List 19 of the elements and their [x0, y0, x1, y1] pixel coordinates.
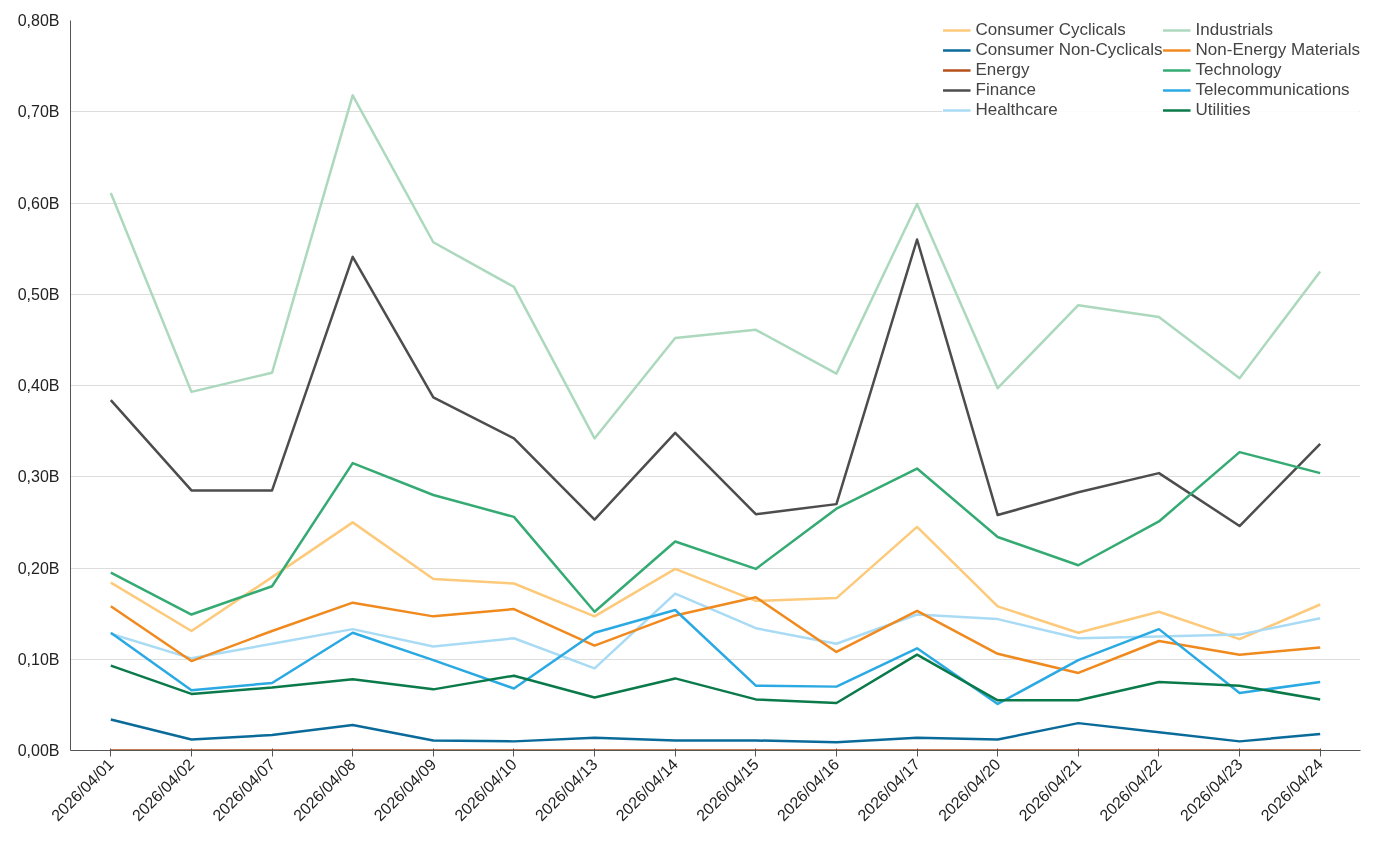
legend-label: Consumer Cyclicals — [975, 20, 1126, 40]
legend-label: Healthcare — [975, 100, 1058, 120]
legend-label: Energy — [975, 60, 1030, 80]
y-tick-label: 0,20B — [17, 559, 60, 577]
y-tick-label: 0,70B — [17, 103, 60, 121]
y-tick-label: 0,60B — [17, 194, 60, 212]
y-tick-label: 0,30B — [17, 468, 60, 486]
y-tick-label: 0,50B — [17, 285, 60, 303]
y-tick-label: 0,00B — [17, 742, 60, 759]
legend-label: Technology — [1195, 60, 1282, 80]
y-tick-label: 0,10B — [17, 650, 60, 668]
legend-label: Non-Energy Materials — [1195, 40, 1360, 60]
legend-label: Finance — [975, 80, 1037, 100]
legend-label: Utilities — [1195, 100, 1251, 120]
y-tick-label: 0,40B — [17, 377, 60, 394]
legend-label: Consumer Non-Cyclicals — [975, 40, 1163, 60]
y-tick-label: 0,80B — [17, 12, 60, 29]
legend-label: Telecommunications — [1195, 80, 1350, 100]
legend-label: Industrials — [1195, 20, 1274, 40]
